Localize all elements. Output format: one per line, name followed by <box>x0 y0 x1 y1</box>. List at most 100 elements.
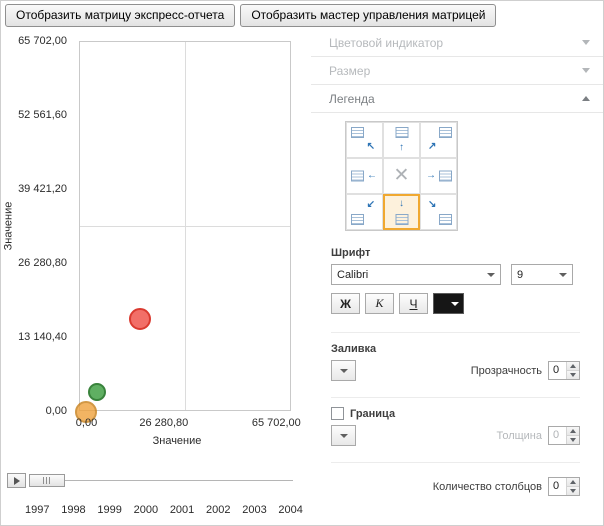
chevron-up-icon <box>582 96 590 101</box>
spin-down-button[interactable] <box>567 371 579 379</box>
horizontal-gridline <box>80 226 290 227</box>
legend-box-icon <box>351 214 364 225</box>
font-family-select[interactable]: Calibri <box>331 264 501 285</box>
transparency-spinner[interactable]: 0 <box>548 361 580 380</box>
font-family-value: Calibri <box>337 268 369 281</box>
arrow-icon: ↙ <box>366 199 375 210</box>
show-matrix-master-button[interactable]: Отобразить мастер управления матрицей <box>240 4 497 27</box>
legend-position-bottom-right[interactable]: ↘ <box>420 194 457 230</box>
section-legend[interactable]: Легенда <box>311 85 603 113</box>
spin-down-button[interactable] <box>567 436 579 444</box>
triangle-down-icon <box>570 489 576 493</box>
font-row: Calibri 9 <box>331 264 580 285</box>
border-header-row: Граница <box>331 407 580 420</box>
timeline-year-label: 1998 <box>61 504 86 516</box>
thickness-spinner[interactable]: 0 <box>548 426 580 445</box>
arrow-icon: ← <box>367 170 377 181</box>
section-label: Размер <box>329 63 371 78</box>
y-axis: 65 702,00 52 561,60 39 421,20 26 280,80 13 1… <box>1 29 73 429</box>
chevron-down-icon <box>582 68 590 73</box>
columns-spinner[interactable]: 0 <box>548 477 580 496</box>
divider <box>331 462 580 463</box>
legend-position-bottom-left[interactable]: ↙ <box>346 194 383 230</box>
legend-box-icon <box>395 214 408 225</box>
x-axis-title: Значение <box>152 435 202 447</box>
spin-up-button[interactable] <box>567 478 579 487</box>
arrow-icon: ↘ <box>428 199 437 210</box>
spinner-buttons <box>566 478 579 495</box>
legend-box-icon <box>351 127 364 138</box>
properties-panel: Цветовой индикатор Размер Легенда ↖ ↑ ↗ ← ✕ →… <box>311 29 603 525</box>
slider-thumb[interactable] <box>29 474 65 487</box>
red-bubble[interactable] <box>129 308 152 331</box>
timeline-axis: 1997 1998 1999 2000 2001 2002 2003 2004 <box>25 504 303 516</box>
y-axis-tick-label: 39 421,20 <box>18 183 67 195</box>
green-bubble[interactable] <box>88 383 107 401</box>
arrow-icon: ↗ <box>428 141 437 152</box>
spinner-buttons <box>566 362 579 379</box>
section-label: Цветовой индикатор <box>329 35 444 50</box>
fill-color-button[interactable] <box>331 360 356 381</box>
play-icon <box>13 476 20 485</box>
font-size-value: 9 <box>517 268 524 281</box>
triangle-down-icon <box>570 373 576 377</box>
legend-box-icon <box>351 170 364 182</box>
chevron-down-icon <box>339 433 348 438</box>
fill-section-label: Заливка <box>331 343 377 355</box>
legend-position-top[interactable]: ↑ <box>383 122 420 158</box>
timeline-year-label: 2001 <box>169 504 195 516</box>
border-row: Толщина 0 <box>331 425 580 446</box>
y-axis-tick-label: 13 140,40 <box>18 331 67 343</box>
thickness-value: 0 <box>553 429 560 441</box>
transparency-label: Прозрачность <box>470 364 542 377</box>
triangle-up-icon <box>570 429 576 433</box>
spin-up-button[interactable] <box>567 427 579 436</box>
legend-box-icon <box>439 170 452 182</box>
legend-position-center[interactable]: ✕ <box>383 158 420 194</box>
columns-label: Количество столбцов <box>432 480 542 493</box>
legend-box-icon <box>439 214 452 225</box>
divider <box>331 332 580 333</box>
arrow-icon: ↓ <box>399 198 404 209</box>
border-section-label: Граница <box>350 407 396 420</box>
border-checkbox[interactable] <box>331 407 344 420</box>
bold-button[interactable]: Ж <box>331 293 360 314</box>
x-axis-tick-label: 65 702,00 <box>251 417 301 429</box>
underline-button[interactable]: Ч <box>399 293 428 314</box>
orange-bubble[interactable] <box>75 401 98 423</box>
font-color-button[interactable] <box>433 293 464 314</box>
section-size[interactable]: Размер <box>311 57 603 85</box>
chevron-down-icon <box>339 368 348 373</box>
spin-down-button[interactable] <box>567 487 579 495</box>
timeline-year-label: 1999 <box>97 504 122 516</box>
y-axis-tick-label: 52 561,60 <box>18 109 67 121</box>
legend-position-top-left[interactable]: ↖ <box>346 122 383 158</box>
font-size-select[interactable]: 9 <box>511 264 573 285</box>
plot-area <box>75 41 291 423</box>
show-express-report-matrix-button[interactable]: Отобразить матрицу экспресс-отчета <box>5 4 236 27</box>
italic-button[interactable]: К <box>365 293 394 314</box>
section-color-indicator[interactable]: Цветовой индикатор <box>311 29 603 57</box>
arrow-icon: ↑ <box>399 142 404 153</box>
section-label: Легенда <box>329 91 375 106</box>
legend-position-left[interactable]: ← <box>346 158 383 194</box>
timeline-year-label: 2003 <box>242 504 267 516</box>
legend-position-right[interactable]: → <box>420 158 457 194</box>
y-axis-tick-label: 0,00 <box>45 405 67 417</box>
timeline-year-label: 1997 <box>25 504 50 516</box>
chevron-down-icon <box>451 301 459 306</box>
play-button[interactable] <box>7 473 26 488</box>
arrow-icon: ↖ <box>366 141 375 152</box>
font-style-row: Ж К Ч <box>331 293 580 314</box>
legend-position-top-right[interactable]: ↗ <box>420 122 457 158</box>
chevron-down-icon <box>582 40 590 45</box>
spin-up-button[interactable] <box>567 362 579 371</box>
none-icon: ✕ <box>393 165 410 187</box>
legend-position-bottom[interactable]: ↓ <box>383 194 420 230</box>
border-color-button[interactable] <box>331 425 356 446</box>
timeline-slider[interactable] <box>29 474 293 487</box>
timeline-year-label: 2004 <box>278 504 303 516</box>
arrow-icon: → <box>426 170 436 181</box>
grip-icon <box>42 477 52 484</box>
